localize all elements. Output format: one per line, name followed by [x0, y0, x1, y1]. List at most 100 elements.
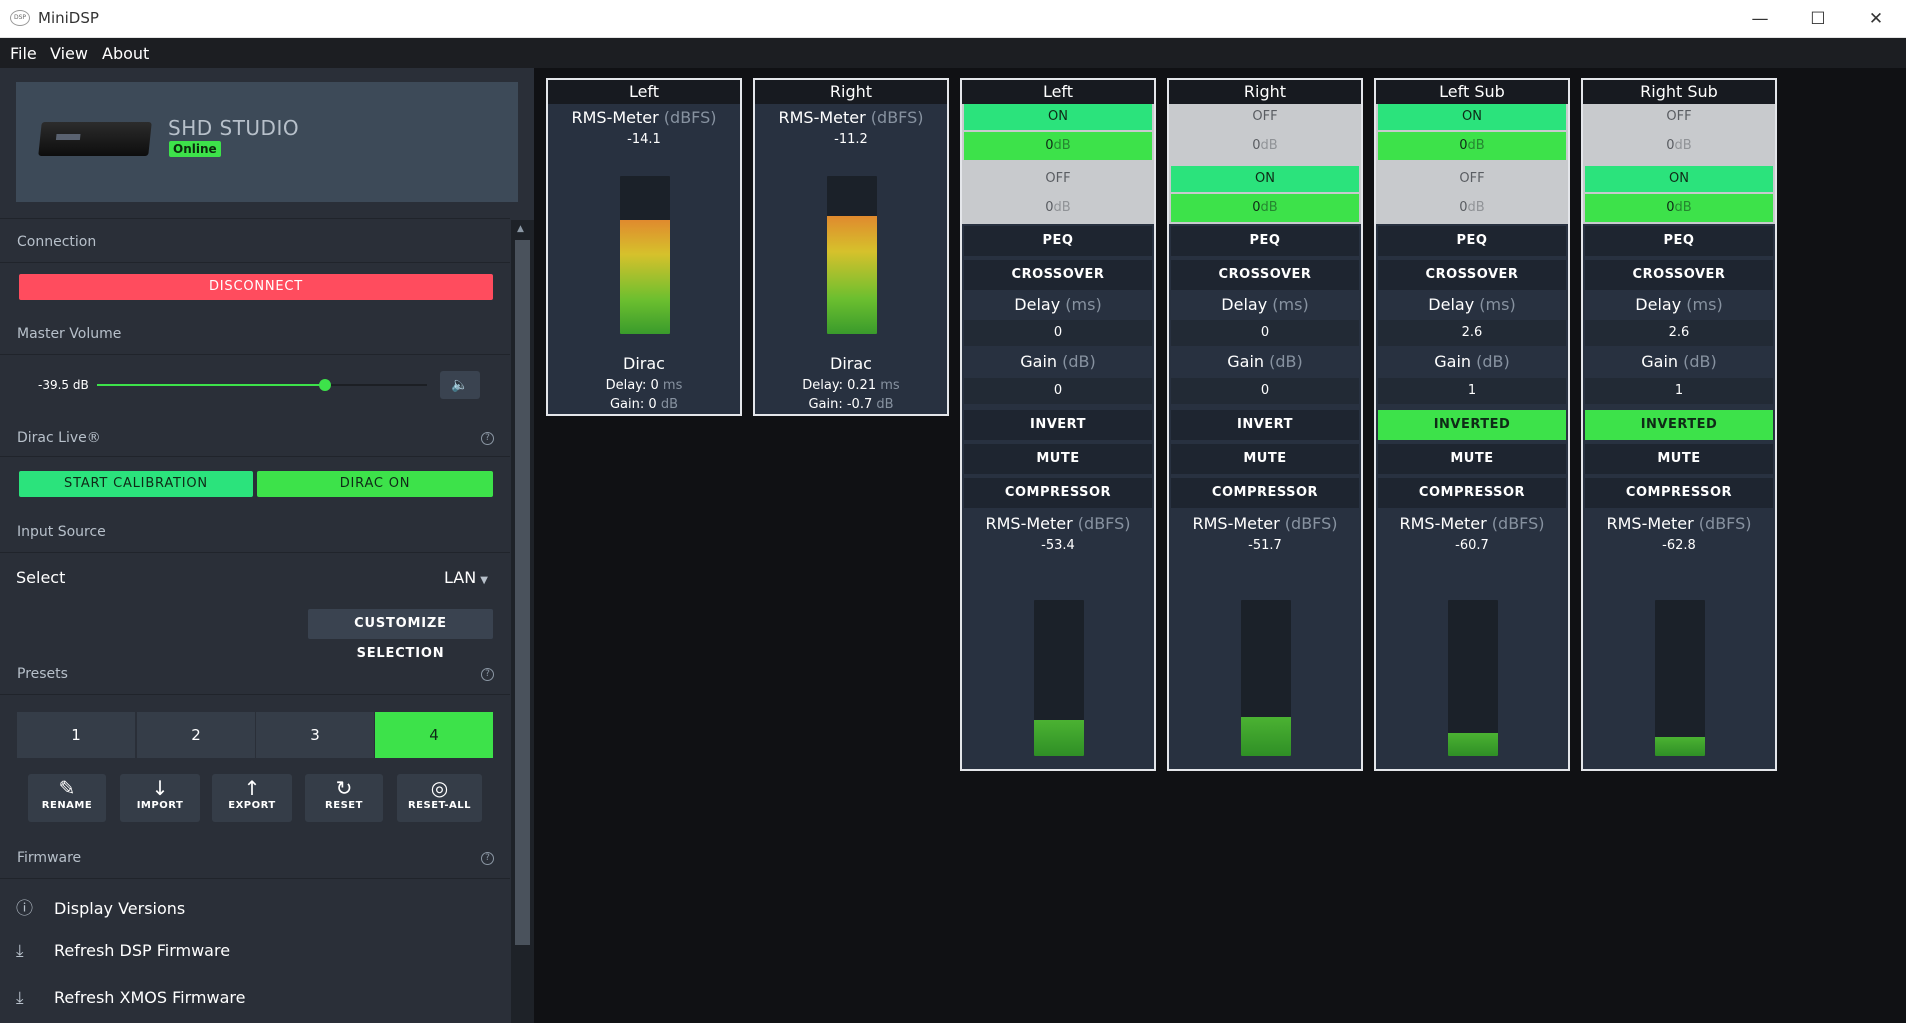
compressor-button[interactable]: COMPRESSOR	[1171, 478, 1359, 508]
import-button[interactable]: ↓ IMPORT	[120, 774, 200, 822]
route-gain-unit: dB	[1053, 200, 1071, 215]
close-button[interactable]: ✕	[1868, 9, 1884, 29]
compressor-button[interactable]: COMPRESSOR	[964, 478, 1152, 508]
reset-button[interactable]: ↻ RESET	[305, 774, 383, 822]
route-1-toggle[interactable]: OFF	[1585, 104, 1773, 130]
mute-button[interactable]: MUTE	[1585, 444, 1773, 474]
compressor-button[interactable]: COMPRESSOR	[1585, 478, 1773, 508]
preset-3-button[interactable]: 3	[256, 712, 374, 758]
export-label: EXPORT	[228, 800, 276, 811]
crossover-button[interactable]: CROSSOVER	[1378, 260, 1566, 290]
firmware-help-icon[interactable]: ?	[481, 852, 494, 865]
peq-button[interactable]: PEQ	[1378, 226, 1566, 256]
peq-button[interactable]: PEQ	[1585, 226, 1773, 256]
route-gain-value: 0	[1045, 200, 1054, 215]
gain-input[interactable]: 0	[1171, 378, 1359, 404]
route-1-gain[interactable]: 0dB	[964, 132, 1152, 160]
reset-label: RESET	[325, 800, 363, 811]
channel-title: Left	[548, 80, 740, 104]
refresh-dsp-firmware-item[interactable]: ⤓ Refresh DSP Firmware	[16, 941, 230, 961]
minimize-button[interactable]: —	[1751, 9, 1769, 29]
rms-value: -51.7	[1248, 538, 1282, 553]
connection-label: Connection	[17, 234, 97, 250]
route-1-gain[interactable]: 0dB	[1171, 132, 1359, 160]
customize-selection-button[interactable]: CUSTOMIZE SELECTION	[308, 609, 493, 661]
device-image	[38, 122, 152, 156]
volume-slider-handle[interactable]	[318, 379, 331, 391]
device-card: SHD STUDIO Online	[16, 82, 518, 202]
scrollbar-thumb[interactable]	[515, 240, 530, 945]
invert-button[interactable]: INVERT	[964, 410, 1152, 440]
sidebar-scrollbar[interactable]: ▲	[511, 220, 534, 1023]
route-1-toggle[interactable]: ON	[1378, 104, 1566, 130]
mute-button[interactable]: MUTE	[1171, 444, 1359, 474]
peq-button[interactable]: PEQ	[1171, 226, 1359, 256]
mute-button[interactable]: MUTE	[1378, 444, 1566, 474]
preset-4-button[interactable]: 4	[375, 712, 493, 758]
delay-input[interactable]: 0	[964, 320, 1152, 346]
menu-file[interactable]: File	[10, 44, 37, 63]
delay-input[interactable]: 0	[1171, 320, 1359, 346]
route-1-toggle[interactable]: ON	[964, 104, 1152, 130]
route-2-gain[interactable]: 0dB	[1378, 194, 1566, 222]
route-2-gain[interactable]: 0dB	[1585, 194, 1773, 222]
menu-view[interactable]: View	[50, 44, 88, 63]
peq-button[interactable]: PEQ	[964, 226, 1152, 256]
input-source-select[interactable]: LAN ▼	[444, 568, 488, 587]
gain-label: Gain (dB)	[1169, 346, 1361, 378]
speaker-icon[interactable]: 🔈	[440, 371, 480, 399]
invert-button[interactable]: INVERT	[1171, 410, 1359, 440]
mute-button[interactable]: MUTE	[964, 444, 1152, 474]
export-button[interactable]: ↑ EXPORT	[212, 774, 292, 822]
route-2-gain[interactable]: 0dB	[1171, 194, 1359, 222]
presets-help-icon[interactable]: ?	[481, 668, 494, 681]
firmware-label: Firmware	[17, 850, 82, 866]
level-meter	[1655, 600, 1705, 756]
route-2-toggle[interactable]: OFF	[1378, 166, 1566, 192]
start-calibration-button[interactable]: START CALIBRATION	[19, 471, 253, 497]
gain-input[interactable]: 1	[1585, 378, 1773, 404]
gain-unit: (dB)	[1476, 352, 1510, 371]
display-versions-item[interactable]: ⓘ Display Versions	[16, 894, 185, 919]
crossover-button[interactable]: CROSSOVER	[964, 260, 1152, 290]
dirac-toggle-button[interactable]: DIRAC ON	[257, 471, 493, 497]
invert-button[interactable]: INVERTED	[1378, 410, 1566, 440]
maximize-button[interactable]: ☐	[1810, 9, 1826, 29]
route-2-toggle[interactable]: ON	[1585, 166, 1773, 192]
route-2-toggle[interactable]: ON	[1171, 166, 1359, 192]
rms-meter-label: RMS-Meter (dBFS)	[1583, 510, 1775, 538]
route-2-toggle[interactable]: OFF	[964, 166, 1152, 192]
gain-input[interactable]: 1	[1378, 378, 1566, 404]
output-channel-right-sub: Right Sub OFF 0dB ON 0dB PEQ CROSSOVER D…	[1581, 78, 1777, 771]
refresh-xmos-firmware-item[interactable]: ⤓ Refresh XMOS Firmware	[16, 988, 245, 1008]
input-routing: ON 0dB OFF 0dB	[1376, 104, 1568, 224]
delay-input[interactable]: 2.6	[1585, 320, 1773, 346]
dirac-help-icon[interactable]: ?	[481, 432, 494, 445]
gain-label-text: Gain	[1020, 352, 1058, 371]
route-1-gain[interactable]: 0dB	[1585, 132, 1773, 160]
preset-2-button[interactable]: 2	[137, 712, 255, 758]
disconnect-button[interactable]: DISCONNECT	[19, 274, 493, 300]
input-routing: ON 0dB OFF 0dB	[962, 104, 1154, 224]
scroll-up-icon[interactable]: ▲	[517, 224, 524, 234]
reset-all-button[interactable]: ◎ RESET-ALL	[397, 774, 482, 822]
route-gain-value: 0	[1666, 200, 1675, 215]
compressor-button[interactable]: COMPRESSOR	[1378, 478, 1566, 508]
route-gain-unit: dB	[1674, 138, 1692, 153]
route-1-gain[interactable]: 0dB	[1378, 132, 1566, 160]
rename-button[interactable]: ✎ RENAME	[28, 774, 106, 822]
gain-input[interactable]: 0	[964, 378, 1152, 404]
delay-input[interactable]: 2.6	[1378, 320, 1566, 346]
dirac-delay: Delay: 0 ms	[548, 378, 740, 393]
crossover-button[interactable]: CROSSOVER	[1585, 260, 1773, 290]
menu-about[interactable]: About	[102, 44, 150, 63]
meter-label-text: RMS-Meter	[1606, 514, 1694, 533]
volume-slider[interactable]	[97, 379, 427, 391]
invert-button[interactable]: INVERTED	[1585, 410, 1773, 440]
channel-title: Right Sub	[1583, 80, 1775, 104]
route-2-gain[interactable]: 0dB	[964, 194, 1152, 222]
crossover-button[interactable]: CROSSOVER	[1171, 260, 1359, 290]
rms-meter-label: RMS-Meter (dBFS)	[962, 510, 1154, 538]
preset-1-button[interactable]: 1	[17, 712, 135, 758]
route-1-toggle[interactable]: OFF	[1171, 104, 1359, 130]
